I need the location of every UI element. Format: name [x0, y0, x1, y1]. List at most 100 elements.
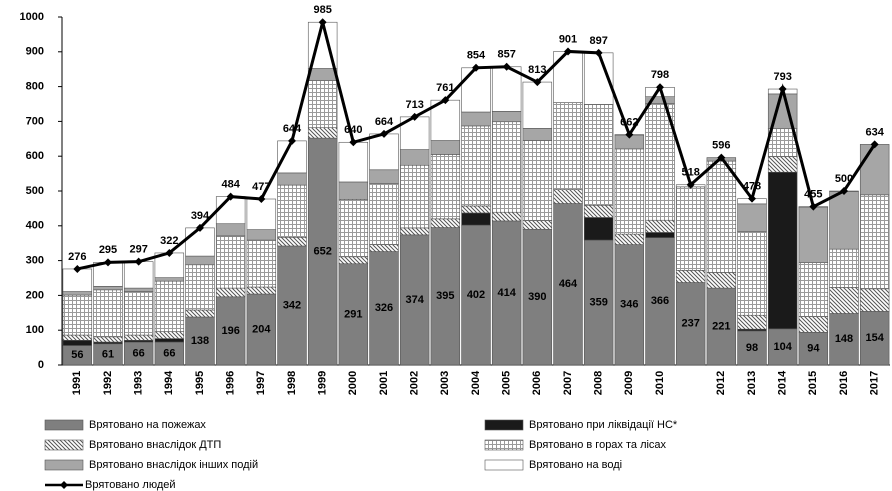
- bar-segment: [675, 282, 706, 366]
- legend-label: Врятовано в горах та лісах: [529, 439, 667, 451]
- bar-segment: [246, 239, 277, 288]
- bar-segment: [614, 244, 645, 366]
- bar-segment: [93, 286, 123, 291]
- line-value-label: 761: [436, 82, 454, 94]
- x-tick-label: 2013: [746, 371, 758, 395]
- x-tick-label: 1998: [286, 371, 298, 395]
- bar-value-label: 154: [865, 332, 884, 344]
- line-marker: [165, 248, 174, 257]
- bar-segment: [645, 103, 675, 221]
- y-tick-label: 300: [26, 255, 44, 267]
- y-tick-label: 100: [26, 324, 44, 336]
- bar-segment: [154, 280, 185, 332]
- y-tick-label: 400: [26, 220, 44, 232]
- line-value-label: 897: [589, 35, 607, 47]
- x-tick-label: 2009: [623, 371, 635, 395]
- line-value-label: 295: [99, 244, 117, 256]
- bar-value-label: 395: [436, 290, 454, 302]
- bar-segment: [614, 148, 645, 235]
- bar-segment: [829, 191, 859, 250]
- line-value-label: 664: [375, 116, 394, 128]
- bar-segment: [62, 334, 93, 341]
- bar-value-label: 221: [712, 320, 730, 332]
- legend-label: Врятовано на воді: [529, 459, 622, 471]
- line-value-label: 713: [405, 99, 423, 111]
- bar-segment: [123, 287, 154, 292]
- bar-segment: [737, 203, 767, 233]
- bar-segment: [491, 111, 522, 123]
- bar-value-label: 56: [71, 349, 83, 361]
- x-tick-label: 1995: [194, 371, 206, 395]
- line-marker: [656, 83, 664, 92]
- bar-segment: [798, 262, 829, 317]
- bar-segment: [185, 264, 215, 311]
- bar-segment: [62, 339, 93, 346]
- bar-segment: [430, 227, 461, 366]
- bar-segment: [767, 156, 798, 173]
- bar-segment: [154, 331, 185, 339]
- legend-swatch: [44, 419, 84, 431]
- bar-segment: [399, 149, 430, 166]
- x-tick-label: 2005: [501, 371, 513, 395]
- bar-segment: [307, 127, 338, 139]
- bar-segment: [399, 227, 430, 236]
- line-value-label: 394: [191, 210, 210, 222]
- bar-segment: [93, 289, 123, 338]
- legend-swatch: [44, 459, 84, 471]
- bar-segment: [430, 218, 461, 228]
- bar-segment: [829, 313, 859, 366]
- bar-segment: [215, 223, 246, 237]
- x-tick-label: 2008: [593, 371, 605, 395]
- bar-value-label: 464: [559, 278, 578, 290]
- line-value-label: 798: [651, 69, 669, 81]
- line-marker: [686, 180, 695, 189]
- bar-segment: [859, 311, 890, 366]
- x-tick-label: 2017: [869, 371, 881, 395]
- line-value-label: 518: [681, 167, 699, 179]
- bar-value-label: 291: [344, 308, 362, 320]
- bar-segment: [185, 309, 215, 318]
- bar-segment: [553, 102, 583, 190]
- bar-segment: [461, 212, 491, 226]
- bar-segment: [553, 203, 583, 366]
- bar-segment: [338, 141, 369, 183]
- line-marker: [73, 264, 82, 273]
- bar-segment: [522, 220, 553, 230]
- bar-segment: [369, 251, 399, 366]
- bar-segment: [338, 199, 369, 258]
- bar-segment: [767, 328, 798, 366]
- bar-segment: [93, 262, 123, 287]
- x-tick-label: 1994: [163, 370, 175, 395]
- bar-segment: [645, 232, 675, 238]
- line-marker: [533, 78, 542, 87]
- bar-value-label: 359: [589, 296, 607, 308]
- bar-segment: [62, 294, 93, 336]
- line-marker: [870, 140, 879, 149]
- line-marker: [594, 48, 603, 57]
- y-tick-label: 900: [26, 46, 44, 58]
- x-tick-label: 2002: [409, 371, 421, 395]
- legend-label: Врятовано людей: [85, 479, 176, 491]
- bar-segment: [430, 154, 461, 220]
- bar-segment: [798, 331, 829, 366]
- bar-segment: [706, 287, 737, 366]
- bar-segment: [123, 291, 154, 336]
- bar-value-label: 346: [620, 299, 638, 311]
- bar-segment: [583, 239, 614, 366]
- legend-swatch: [484, 419, 524, 431]
- line-value-label: 322: [160, 235, 178, 247]
- line-marker: [349, 138, 358, 147]
- bar-segment: [307, 68, 338, 81]
- legend-label: Врятовано внаслідок ДТП: [89, 439, 221, 451]
- line-value-label: 640: [344, 124, 362, 136]
- bar-value-label: 366: [651, 295, 669, 307]
- bar-segment: [859, 194, 890, 290]
- bar-segment: [675, 186, 706, 271]
- x-tick-label: 1993: [133, 371, 145, 395]
- line-marker: [502, 62, 511, 71]
- bar-value-label: 104: [773, 341, 792, 353]
- bar-segment: [123, 261, 154, 289]
- line-marker: [748, 194, 756, 203]
- bar-segment: [215, 287, 246, 298]
